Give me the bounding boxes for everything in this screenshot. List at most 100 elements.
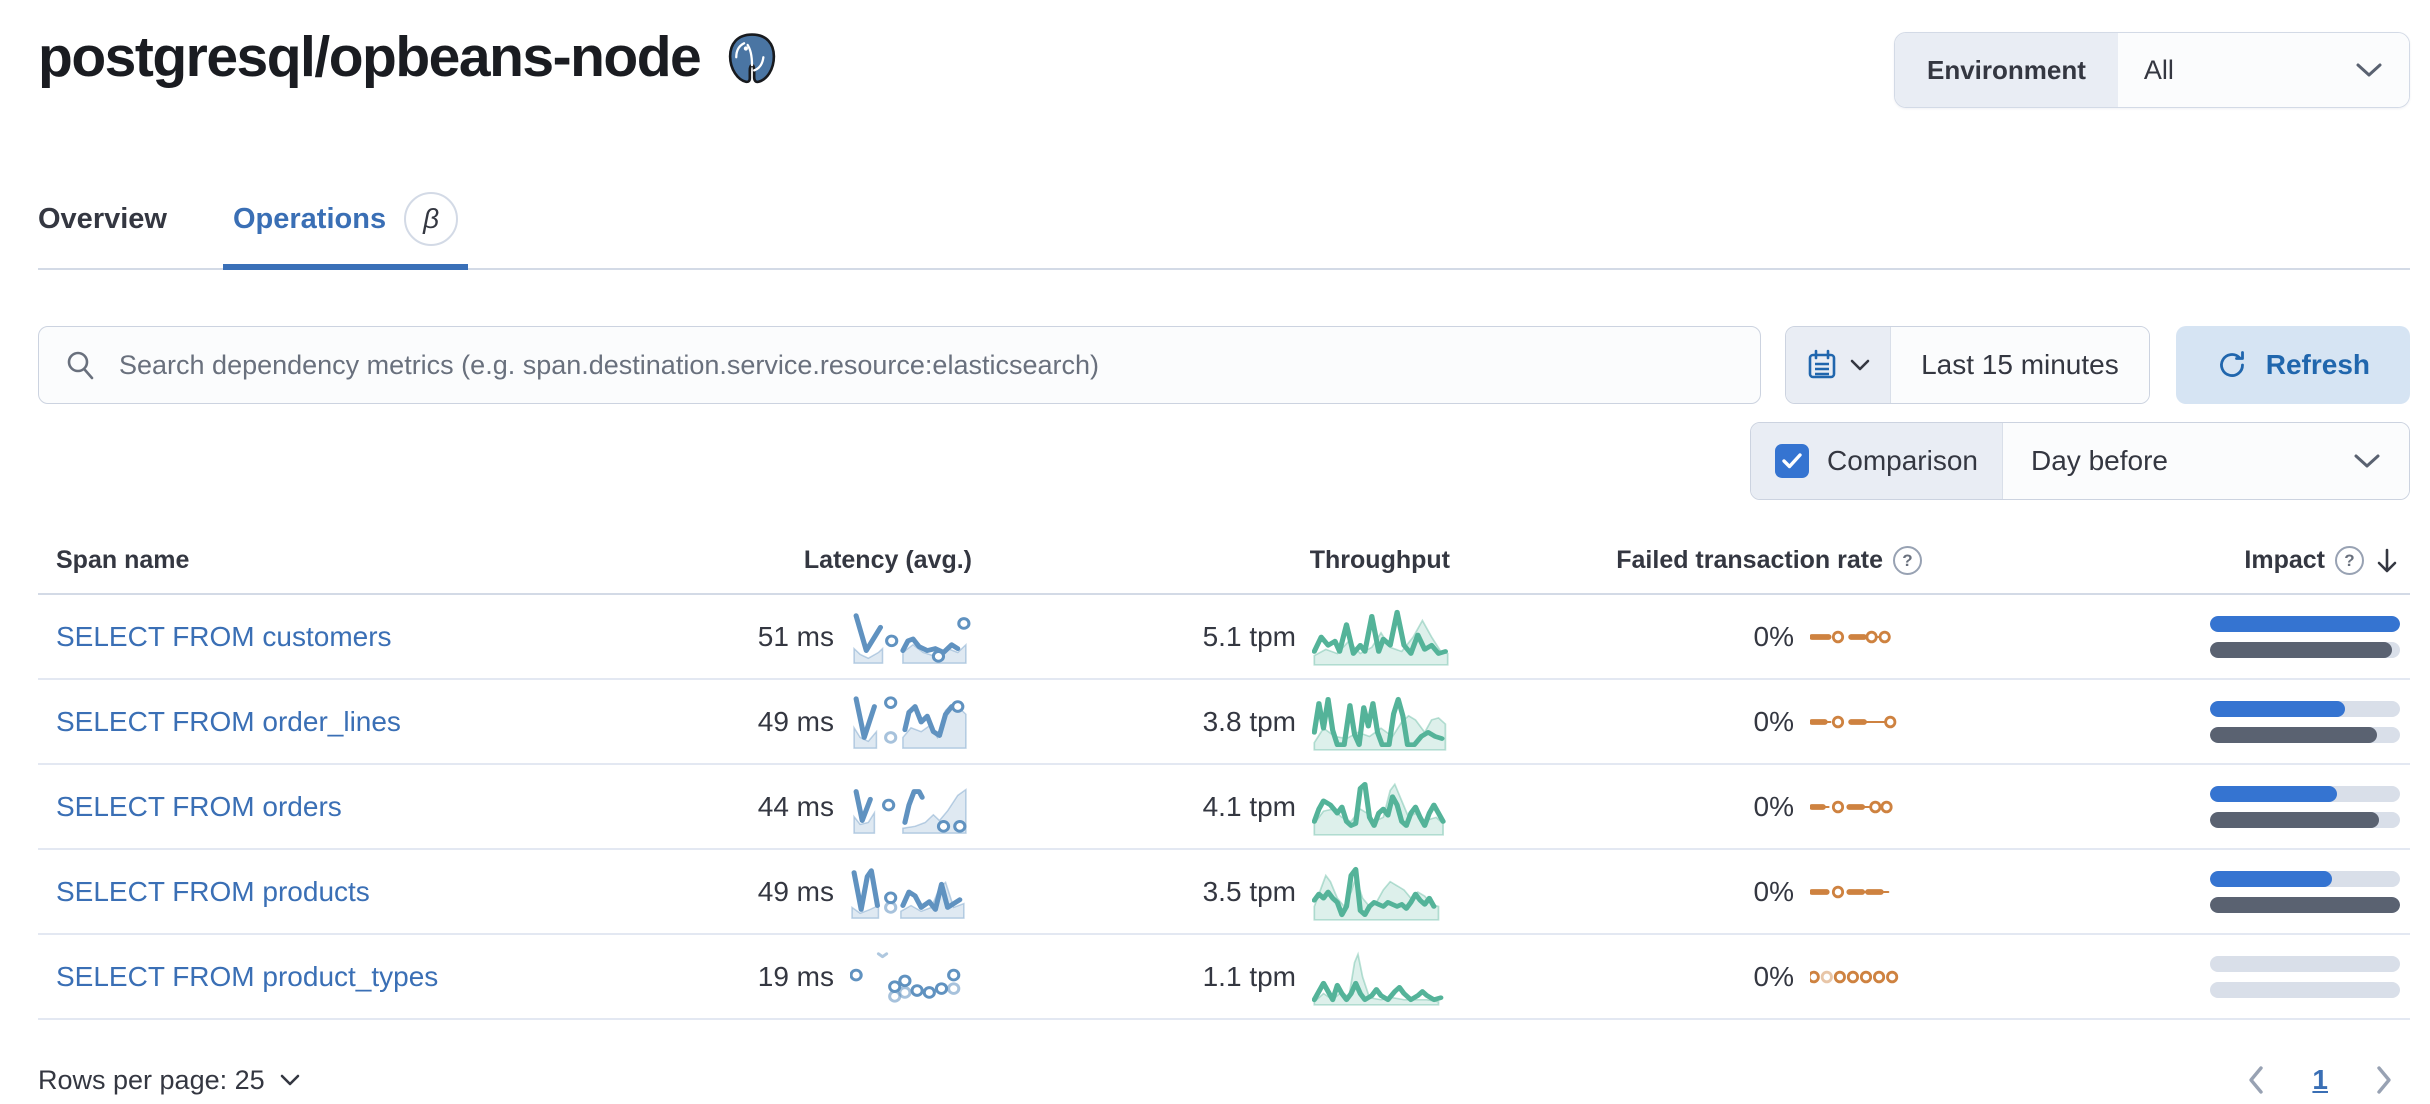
- tab-operations[interactable]: Operations β: [222, 192, 469, 270]
- table-row: SELECT FROM customers 51 ms 5.1 tpm 0%: [38, 595, 2410, 680]
- previous-page-button[interactable]: [2246, 1065, 2266, 1095]
- latency-sparkline: [850, 863, 972, 921]
- latency-sparkline: [850, 608, 972, 666]
- chevron-right-icon: [2377, 1066, 2391, 1094]
- throughput-sparkline: [1312, 606, 1450, 668]
- environment-label: Environment: [1895, 33, 2118, 107]
- latency-value: 44 ms: [757, 790, 834, 822]
- time-range-label: Last 15 minutes: [1921, 349, 2119, 380]
- failed-rate-sparkline: [1810, 778, 1922, 836]
- comparison-selected-value: Day before: [2031, 445, 2168, 476]
- span-link[interactable]: SELECT FROM order_lines: [56, 705, 401, 737]
- search-bar: [38, 326, 1762, 404]
- rows-per-page-button[interactable]: Rows per page: 25: [38, 1065, 301, 1096]
- latency-value: 51 ms: [757, 620, 834, 652]
- date-picker: Last 15 minutes: [1785, 326, 2150, 404]
- impact-previous-bar: [2210, 896, 2400, 913]
- comparison-toggle-group: Comparison: [1751, 423, 2003, 499]
- impact-previous-bar: [2210, 811, 2380, 828]
- tab-overview-label: Overview: [38, 202, 167, 235]
- operations-table: Span name Latency (avg.) Throughput Fail…: [38, 546, 2410, 1020]
- failed-rate-value: 0%: [1753, 790, 1794, 822]
- comparison-label: Comparison: [1827, 445, 1978, 476]
- failed-rate-sparkline: [1810, 948, 1922, 1006]
- table-footer: Rows per page: 25 1: [38, 1064, 2410, 1096]
- column-impact[interactable]: Impact ?: [1922, 546, 2410, 575]
- filter-controls: Last 15 minutes Refresh: [38, 326, 2410, 404]
- impact-previous-bar: [2210, 641, 2393, 658]
- failed-rate-value: 0%: [1753, 705, 1794, 737]
- chevron-down-icon: [2354, 454, 2380, 468]
- rows-per-page-label: Rows per page: 25: [38, 1064, 265, 1095]
- pagination: 1: [2246, 1064, 2410, 1096]
- latency-value: 49 ms: [757, 705, 834, 737]
- table-header-row: Span name Latency (avg.) Throughput Fail…: [38, 546, 2410, 595]
- throughput-sparkline: [1312, 946, 1450, 1008]
- throughput-value: 1.1 tpm: [1202, 960, 1296, 992]
- table-row: SELECT FROM order_lines 49 ms 3.8 tpm 0%: [38, 680, 2410, 765]
- span-link[interactable]: SELECT FROM orders: [56, 790, 342, 822]
- impact-previous-bar: [2210, 726, 2378, 743]
- failed-rate-value: 0%: [1753, 960, 1794, 992]
- throughput-sparkline: [1312, 861, 1450, 923]
- latency-value: 19 ms: [757, 960, 834, 992]
- throughput-value: 5.1 tpm: [1202, 620, 1296, 652]
- impact-bars: [2210, 785, 2400, 828]
- impact-current-bar: [2210, 615, 2400, 632]
- column-failed-rate: Failed transaction rate ?: [1450, 546, 1922, 575]
- table-row: SELECT FROM orders 44 ms 4.1 tpm 0%: [38, 765, 2410, 850]
- postgresql-icon: [729, 33, 776, 84]
- page-title: postgresql/opbeans-node: [38, 25, 702, 89]
- throughput-value: 3.8 tpm: [1202, 705, 1296, 737]
- chevron-down-icon: [2356, 63, 2382, 77]
- latency-value: 49 ms: [757, 875, 834, 907]
- table-row: SELECT FROM products 49 ms 3.5 tpm 0%: [38, 850, 2410, 935]
- environment-selected-value: All: [2143, 54, 2174, 85]
- comparison-select[interactable]: Day before: [2003, 423, 2409, 499]
- span-link[interactable]: SELECT FROM products: [56, 875, 370, 907]
- search-input[interactable]: [117, 348, 1735, 382]
- info-icon[interactable]: ?: [1893, 546, 1922, 575]
- column-span-name: Span name: [56, 546, 190, 574]
- comparison-checkbox[interactable]: [1775, 444, 1810, 478]
- chevron-down-icon: [1850, 359, 1870, 371]
- impact-bars: [2210, 870, 2400, 913]
- failed-rate-value: 0%: [1753, 875, 1794, 907]
- impact-bars: [2210, 700, 2400, 743]
- comparison-controls: Comparison Day before: [38, 422, 2410, 500]
- refresh-icon: [2219, 351, 2244, 377]
- info-icon[interactable]: ?: [2335, 546, 2364, 575]
- search-icon: [67, 351, 94, 380]
- latency-sparkline: [850, 948, 972, 1006]
- column-throughput: Throughput: [1309, 546, 1450, 574]
- environment-select[interactable]: All: [2117, 33, 2409, 107]
- impact-current-bar: [2210, 870, 2332, 887]
- impact-bars: [2210, 615, 2400, 658]
- page-header: postgresql/opbeans-node Environment All: [38, 22, 2410, 108]
- page-number[interactable]: 1: [2312, 1064, 2328, 1095]
- impact-bars: [2210, 955, 2400, 998]
- impact-current-bar: [2210, 700, 2345, 717]
- table-row: SELECT FROM product_types 19 ms 1.1 tpm …: [38, 935, 2410, 1020]
- column-latency: Latency (avg.): [803, 546, 972, 574]
- calendar-icon: [1808, 349, 1836, 379]
- throughput-value: 4.1 tpm: [1202, 790, 1296, 822]
- throughput-value: 3.5 tpm: [1202, 875, 1296, 907]
- failed-rate-sparkline: [1810, 693, 1922, 751]
- time-range-button[interactable]: Last 15 minutes: [1891, 327, 2149, 403]
- tab-overview[interactable]: Overview: [38, 192, 167, 268]
- span-link[interactable]: SELECT FROM product_types: [56, 960, 439, 992]
- latency-sparkline: [850, 778, 972, 836]
- failed-rate-sparkline: [1810, 863, 1922, 921]
- environment-filter: Environment All: [1894, 32, 2410, 108]
- span-link[interactable]: SELECT FROM customers: [56, 620, 392, 652]
- latency-sparkline: [850, 693, 972, 751]
- throughput-sparkline: [1312, 691, 1450, 753]
- beta-badge: β: [404, 192, 459, 246]
- sort-desc-icon: [2377, 548, 2397, 572]
- refresh-button[interactable]: Refresh: [2175, 326, 2410, 404]
- refresh-label: Refresh: [2265, 349, 2370, 380]
- date-picker-calendar-button[interactable]: [1786, 327, 1892, 403]
- throughput-sparkline: [1312, 776, 1450, 838]
- next-page-button[interactable]: [2374, 1065, 2394, 1095]
